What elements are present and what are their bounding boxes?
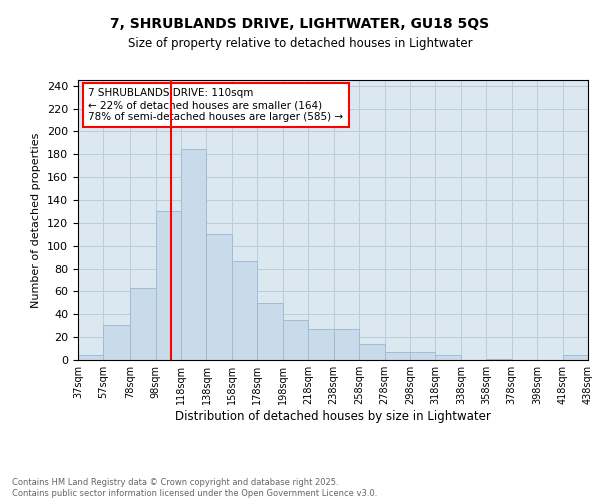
Bar — [385, 352, 410, 360]
Text: 7, SHRUBLANDS DRIVE, LIGHTWATER, GU18 5QS: 7, SHRUBLANDS DRIVE, LIGHTWATER, GU18 5Q… — [110, 18, 490, 32]
Bar — [206, 234, 232, 360]
Bar — [486, 359, 512, 360]
Bar — [78, 356, 103, 360]
Bar — [130, 288, 155, 360]
Bar — [410, 352, 436, 360]
Bar — [308, 329, 334, 360]
Text: Contains HM Land Registry data © Crown copyright and database right 2025.
Contai: Contains HM Land Registry data © Crown c… — [12, 478, 377, 498]
Y-axis label: Number of detached properties: Number of detached properties — [31, 132, 41, 308]
Bar — [257, 303, 283, 360]
Bar — [334, 329, 359, 360]
Bar — [155, 212, 181, 360]
Bar — [103, 324, 130, 360]
Bar — [181, 148, 206, 360]
Text: Size of property relative to detached houses in Lightwater: Size of property relative to detached ho… — [128, 38, 472, 51]
Bar — [359, 344, 385, 360]
X-axis label: Distribution of detached houses by size in Lightwater: Distribution of detached houses by size … — [175, 410, 491, 423]
Bar — [283, 320, 308, 360]
Bar — [563, 356, 588, 360]
Bar — [436, 356, 461, 360]
Text: 7 SHRUBLANDS DRIVE: 110sqm
← 22% of detached houses are smaller (164)
78% of sem: 7 SHRUBLANDS DRIVE: 110sqm ← 22% of deta… — [88, 88, 343, 122]
Bar — [232, 260, 257, 360]
